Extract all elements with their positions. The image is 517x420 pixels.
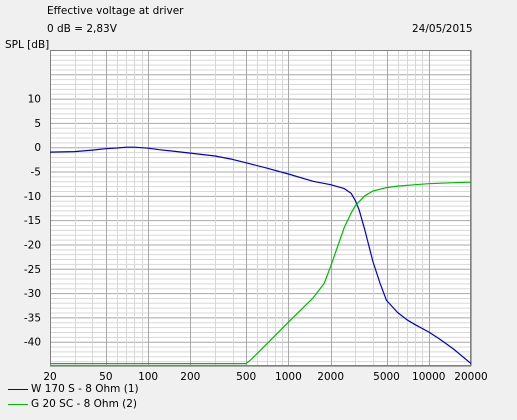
series-line-2 <box>50 181 472 365</box>
y-tick-label: -35 <box>24 312 41 324</box>
x-tick-label: 50 <box>99 371 112 383</box>
legend-swatch-1 <box>8 389 28 390</box>
y-tick-label: -20 <box>24 239 41 251</box>
y-tick-label: -10 <box>24 191 41 203</box>
chart-subtitle: 0 dB = 2,83V <box>47 23 117 35</box>
y-tick-label: -5 <box>31 167 41 179</box>
x-tick-label: 100 <box>138 371 158 383</box>
y-tick-label: -40 <box>24 337 41 349</box>
x-tick-label: 20000 <box>454 371 487 383</box>
x-tick-label: 200 <box>180 371 200 383</box>
y-tick-label: 10 <box>28 94 41 106</box>
x-tick-label: 500 <box>236 371 256 383</box>
legend-swatch-2 <box>8 404 28 405</box>
chart-title: Effective voltage at driver <box>47 5 184 17</box>
y-tick-label: 0 <box>34 142 41 154</box>
x-tick-label: 2000 <box>317 371 344 383</box>
y-tick-label: -15 <box>24 215 41 227</box>
y-tick-label: 5 <box>34 118 41 130</box>
chart-date: 24/05/2015 <box>412 23 473 35</box>
x-tick-label: 10000 <box>412 371 445 383</box>
y-axis-label: SPL [dB] <box>5 39 50 51</box>
x-tick-label: 20 <box>43 371 56 383</box>
legend-label-2: G 20 SC - 8 Ohm (2) <box>31 398 138 410</box>
y-tick-label: -30 <box>24 288 41 300</box>
y-tick-label: -25 <box>24 264 41 276</box>
x-tick-label: 1000 <box>275 371 302 383</box>
plot-frame <box>50 50 471 366</box>
x-tick-label: 5000 <box>373 371 400 383</box>
legend-label-1: W 170 S - 8 Ohm (1) <box>31 383 139 395</box>
series-line-1 <box>49 146 472 365</box>
